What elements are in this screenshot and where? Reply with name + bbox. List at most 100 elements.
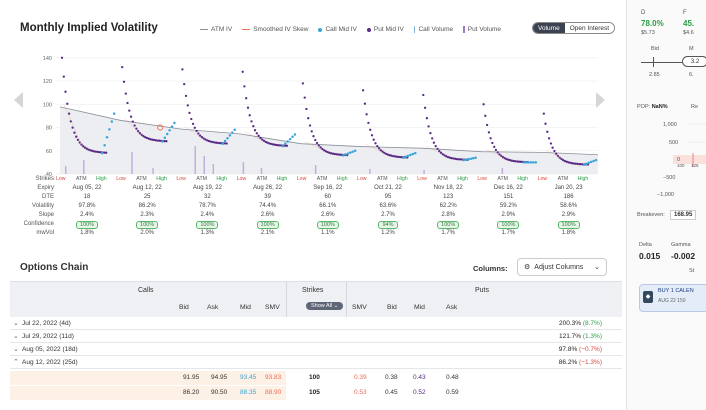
chevron-down-icon[interactable]: ⌄: [13, 320, 19, 327]
chart-legend: ATM IV Smoothed IV Skew Call Mid IV Put Mid…: [200, 26, 501, 33]
expiry-group-row[interactable]: ⌄ Aug 05, 2022 (18d) 97.8% (−0.7%): [10, 343, 622, 356]
call-mid-col[interactable]: Mid: [240, 304, 251, 311]
expiry-group-row[interactable]: ⌄ Jul 22, 2022 (4d) 200.3% (8.7%): [10, 317, 622, 330]
call-ask-cell[interactable]: 94.95: [211, 374, 228, 381]
legend-item[interactable]: Call Mid IV: [318, 26, 357, 33]
put-smv-cell[interactable]: 0.39: [354, 374, 367, 381]
legend-item[interactable]: Smoothed IV Skew: [242, 26, 308, 33]
call-mid-iv-point: [585, 162, 588, 166]
put-bid-cell[interactable]: 0.38: [385, 374, 398, 381]
open-interest-toggle-option[interactable]: Open Interest: [564, 23, 615, 33]
put-mid-iv-point: [225, 142, 228, 145]
call-mid-iv-point: [110, 120, 114, 123]
put-mid-cell[interactable]: 0.52: [413, 389, 426, 396]
call-mid-iv-point: [353, 149, 357, 153]
show-all-strikes-dropdown[interactable]: Show All ⌄: [306, 302, 344, 310]
expiry-group-row[interactable]: ⌃ Aug 12, 2022 (25d) 86.2% (−1.3%): [10, 356, 622, 369]
chevron-down-icon[interactable]: ⌄: [13, 346, 19, 353]
put-mid-iv-point: [446, 155, 450, 159]
put-bid-col[interactable]: Bid: [387, 304, 397, 311]
volume-oi-toggle[interactable]: Volume Open Interest: [532, 22, 616, 34]
put-mid-iv-point: [487, 131, 491, 134]
legend-item[interactable]: ATM IV: [200, 26, 232, 33]
strike-sublabel: Low: [116, 176, 126, 182]
call-bid-col[interactable]: Bid: [179, 304, 189, 311]
call-mid-iv-point: [411, 152, 415, 156]
put-mid-iv-point: [436, 147, 439, 151]
expiry-iv-change: (8.7%): [582, 320, 602, 327]
smoothed-skew-line: [485, 149, 505, 158]
confidence-badge: 100%: [557, 221, 580, 229]
put-mid-iv-point: [438, 149, 441, 153]
put-mid-iv-point: [128, 109, 131, 112]
put-mid-iv-point: [60, 56, 64, 59]
expiry-label: Aug 12, 2022 (25d): [22, 359, 78, 366]
mwvol-cell: 2.0%: [140, 230, 155, 236]
dte-cell: 60: [324, 194, 332, 200]
put-mid-cell[interactable]: 0.43: [413, 374, 426, 381]
call-smv-cell[interactable]: 88.90: [265, 389, 282, 396]
chart-prev-arrow[interactable]: [14, 92, 23, 108]
put-mid-iv-point: [257, 134, 260, 137]
mwvol-cell: 2.1%: [260, 230, 275, 236]
chain-data-row[interactable]: 91.95 94.95 93.45 93.83 100 0.39 0.38 0.43 0.48: [10, 371, 622, 385]
call-smv-cell[interactable]: 93.83: [265, 374, 282, 381]
price-slider-track[interactable]: [641, 62, 701, 63]
chevron-down-icon[interactable]: ⌄: [13, 333, 19, 340]
adjust-columns-button[interactable]: ⚙ Adjust Columns ⌄: [517, 258, 607, 276]
mwvol-cell: 1.7%: [501, 230, 516, 236]
volatility-cell: 66.1%: [319, 203, 337, 209]
call-bid-cell[interactable]: 86.20: [183, 389, 200, 396]
put-mid-col[interactable]: Mid: [414, 304, 425, 311]
put-mid-iv-point: [544, 122, 547, 125]
expiry-table-row: Confidence 100% 100% 100% 100% 100% 94% 100% 100…: [16, 221, 606, 229]
adjust-columns-label: Adjust Columns: [534, 263, 584, 271]
legend-item[interactable]: Put Volume: [463, 26, 501, 33]
confidence-badge: 100%: [256, 221, 279, 229]
put-mid-iv-point: [223, 142, 227, 145]
call-mid-iv-point: [281, 144, 285, 148]
order-card[interactable]: ◆ BUY 1 CALEN AUG 22 150: [639, 284, 706, 312]
chain-data-row[interactable]: 86.20 90.50 88.35 88.90 105 0.53 0.45 0.52 0.59: [10, 386, 622, 400]
slope-cell: 2.4%: [80, 212, 94, 218]
strike-sublabel: ATM: [557, 176, 569, 182]
put-smv-col[interactable]: SMV: [352, 304, 367, 311]
strike-cell[interactable]: 105: [309, 389, 320, 396]
put-mid-iv-point: [569, 161, 572, 164]
put-mid-iv-point: [248, 114, 251, 117]
y-tick-label: 120: [43, 79, 52, 85]
dte-cell: 25: [143, 194, 151, 200]
puts-group-header: Puts: [475, 287, 490, 294]
strike-cell[interactable]: 100: [309, 374, 320, 381]
put-mid-iv-point: [429, 131, 432, 135]
legend-label: Call Volume: [418, 26, 454, 33]
chevron-up-icon[interactable]: ⌃: [13, 359, 19, 366]
call-ask-cell[interactable]: 90.50: [211, 389, 228, 396]
put-mid-iv-point: [163, 139, 166, 143]
put-mid-iv-point: [188, 111, 191, 115]
atm-iv-line: [59, 106, 599, 156]
put-ask-cell[interactable]: 0.48: [446, 374, 459, 381]
call-ask-col[interactable]: Ask: [207, 304, 219, 311]
put-mid-iv-point: [333, 152, 336, 156]
put-ask-col[interactable]: Ask: [446, 304, 458, 311]
row-label: mwVol: [36, 230, 54, 236]
volume-toggle-option[interactable]: Volume: [533, 23, 565, 33]
call-mid-cell[interactable]: 88.35: [240, 389, 257, 396]
call-mid-iv-point: [344, 153, 347, 156]
put-ask-cell[interactable]: 0.59: [446, 389, 459, 396]
legend-item[interactable]: Put Mid IV: [366, 26, 404, 33]
expiry-label: Jul 29, 2022 (11d): [22, 333, 74, 340]
put-smv-cell[interactable]: 0.53: [354, 389, 367, 396]
call-bid-cell[interactable]: 91.95: [183, 374, 200, 381]
price-slider-knob[interactable]: 3.2: [682, 56, 706, 67]
put-bid-cell[interactable]: 0.45: [385, 389, 398, 396]
slope-cell: 2.4%: [200, 212, 215, 218]
strike-sublabel: ATM: [437, 176, 448, 182]
volatility-cell: 97.8%: [78, 203, 96, 209]
call-mid-cell[interactable]: 93.45: [240, 374, 257, 381]
expiry-group-row[interactable]: ⌄ Jul 29, 2022 (11d) 121.7% (1.3%): [10, 330, 622, 343]
call-smv-col[interactable]: SMV: [265, 304, 280, 311]
put-mid-iv-point: [512, 159, 515, 163]
legend-item[interactable]: Call Volume: [413, 26, 454, 33]
